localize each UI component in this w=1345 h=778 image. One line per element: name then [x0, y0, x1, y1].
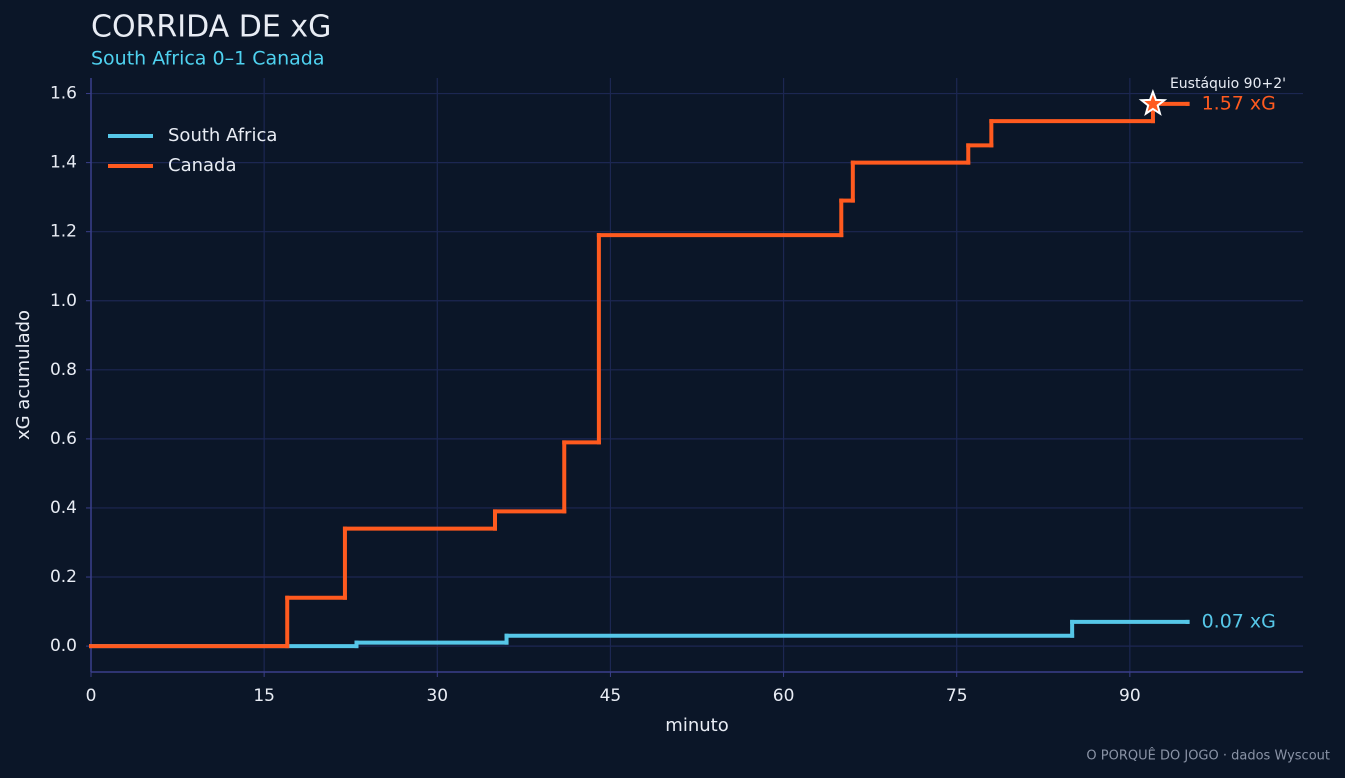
x-tick-label: 45 — [600, 686, 622, 706]
y-tick-label: 0.4 — [50, 498, 77, 518]
x-tick-label: 0 — [86, 686, 97, 706]
x-tick-label: 90 — [1119, 686, 1141, 706]
y-tick-label: 0.6 — [50, 429, 77, 449]
legend-label: South Africa — [168, 125, 277, 146]
y-tick-label: 1.0 — [50, 291, 77, 311]
annotation: Eustáquio 90+2' — [1170, 76, 1286, 92]
x-axis-label: minuto — [665, 715, 728, 736]
y-tick-label: 1.4 — [50, 153, 77, 173]
legend-label: Canada — [168, 155, 237, 176]
goal-marker — [1138, 89, 1168, 116]
y-tick-label: 1.6 — [50, 84, 77, 104]
y-axis-label: xG acumulado — [13, 310, 34, 440]
chart-subtitle: South Africa 0–1 Canada — [91, 48, 325, 70]
end-label: 0.07 xG — [1202, 610, 1276, 632]
x-tick-label: 60 — [773, 686, 795, 706]
end-label: 1.57 xG — [1202, 92, 1276, 114]
y-tick-label: 0.2 — [50, 567, 77, 587]
y-tick-label: 1.2 — [50, 222, 77, 242]
x-tick-label: 75 — [946, 686, 968, 706]
y-tick-label: 0.0 — [50, 636, 77, 656]
x-tick-label: 30 — [426, 686, 448, 706]
x-tick-label: 15 — [253, 686, 275, 706]
chart-title: CORRIDA DE xG — [91, 10, 331, 45]
footer: O PORQUÊ DO JOGO · dados Wyscout — [1086, 748, 1330, 764]
y-tick-label: 0.8 — [50, 360, 77, 380]
